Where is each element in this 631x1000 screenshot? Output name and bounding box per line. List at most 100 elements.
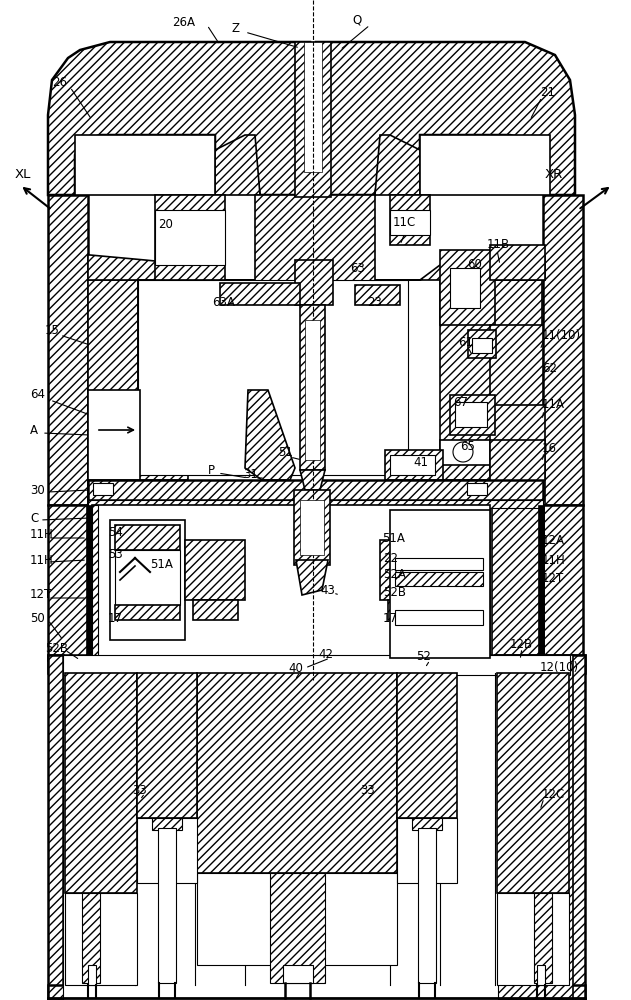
Bar bbox=[390, 455, 435, 475]
Polygon shape bbox=[296, 560, 328, 595]
Text: 26: 26 bbox=[52, 76, 67, 89]
Bar bbox=[537, 965, 545, 985]
Text: 30: 30 bbox=[30, 484, 45, 496]
Bar bbox=[86, 505, 92, 660]
Text: A: A bbox=[30, 424, 38, 436]
Bar bbox=[138, 280, 188, 480]
Text: 11(10): 11(10) bbox=[542, 328, 581, 342]
Bar bbox=[295, 260, 333, 305]
Bar bbox=[305, 320, 320, 460]
Bar bbox=[490, 440, 545, 505]
Bar bbox=[63, 655, 570, 675]
Text: 12(10): 12(10) bbox=[540, 662, 579, 674]
Text: 16: 16 bbox=[542, 442, 557, 454]
Bar bbox=[420, 135, 550, 195]
Bar bbox=[490, 325, 543, 410]
Bar bbox=[468, 330, 496, 358]
Polygon shape bbox=[88, 255, 545, 280]
Text: 33: 33 bbox=[360, 784, 375, 796]
Bar bbox=[295, 42, 331, 197]
Bar bbox=[48, 655, 585, 673]
Bar bbox=[115, 550, 180, 605]
Text: XR: XR bbox=[545, 168, 563, 182]
Text: 67: 67 bbox=[453, 395, 468, 408]
Bar bbox=[48, 985, 585, 1000]
Text: 11H: 11H bbox=[542, 554, 566, 566]
Bar bbox=[395, 558, 483, 570]
Bar bbox=[115, 525, 180, 550]
Bar bbox=[110, 520, 185, 640]
Text: 65: 65 bbox=[460, 440, 475, 454]
Text: 51A: 51A bbox=[150, 558, 173, 572]
Text: 50: 50 bbox=[30, 611, 45, 624]
Bar bbox=[48, 655, 63, 1000]
Text: 17: 17 bbox=[108, 611, 123, 624]
Bar bbox=[82, 893, 100, 983]
Text: 26A: 26A bbox=[172, 15, 195, 28]
Text: 12B: 12B bbox=[510, 639, 533, 652]
Polygon shape bbox=[245, 390, 295, 480]
Bar bbox=[397, 818, 457, 883]
Bar bbox=[497, 893, 569, 985]
Bar bbox=[65, 673, 137, 893]
Text: 11B: 11B bbox=[487, 238, 510, 251]
Bar bbox=[450, 268, 480, 308]
Text: 53: 53 bbox=[108, 548, 123, 562]
Text: 11C: 11C bbox=[393, 216, 416, 229]
Bar bbox=[472, 338, 492, 353]
Text: 63A: 63A bbox=[212, 296, 235, 308]
Bar bbox=[48, 195, 88, 505]
Bar bbox=[220, 283, 300, 305]
Bar bbox=[380, 540, 440, 600]
Polygon shape bbox=[215, 135, 420, 195]
Bar bbox=[137, 818, 197, 883]
Text: 52B: 52B bbox=[383, 586, 406, 599]
Text: 11H: 11H bbox=[30, 528, 54, 542]
Bar bbox=[492, 280, 542, 505]
Text: 17: 17 bbox=[383, 611, 398, 624]
Text: C: C bbox=[30, 512, 38, 524]
Text: 33: 33 bbox=[132, 784, 147, 796]
Bar bbox=[543, 505, 583, 660]
Text: XL: XL bbox=[15, 168, 32, 182]
Bar bbox=[543, 195, 583, 505]
Bar bbox=[115, 605, 180, 620]
Text: 62: 62 bbox=[542, 361, 557, 374]
Text: 51A: 51A bbox=[382, 532, 405, 544]
Text: 52A: 52A bbox=[383, 568, 406, 582]
Bar bbox=[185, 540, 245, 600]
Bar bbox=[497, 673, 569, 893]
Bar bbox=[395, 572, 483, 586]
Bar bbox=[283, 965, 313, 983]
Bar bbox=[440, 280, 492, 480]
Bar bbox=[492, 505, 544, 660]
Text: 21: 21 bbox=[540, 86, 555, 99]
Text: 54: 54 bbox=[108, 526, 123, 538]
Bar bbox=[538, 505, 544, 660]
Text: 61: 61 bbox=[458, 336, 473, 349]
Bar bbox=[92, 505, 98, 660]
Bar bbox=[270, 873, 325, 983]
Text: 63: 63 bbox=[350, 261, 365, 274]
Text: 43: 43 bbox=[320, 584, 335, 596]
Text: 12T: 12T bbox=[30, 588, 52, 601]
Bar bbox=[440, 250, 495, 325]
Bar bbox=[385, 450, 443, 480]
Bar bbox=[304, 42, 322, 172]
Text: 60: 60 bbox=[467, 258, 482, 271]
Bar bbox=[294, 490, 330, 565]
Text: 11H: 11H bbox=[30, 554, 54, 566]
Text: 12A: 12A bbox=[542, 534, 565, 546]
Polygon shape bbox=[300, 470, 325, 490]
Bar bbox=[197, 873, 397, 965]
Bar bbox=[193, 600, 238, 620]
Bar bbox=[490, 245, 545, 280]
Bar bbox=[300, 305, 325, 470]
Bar bbox=[390, 510, 490, 658]
Bar bbox=[300, 500, 324, 555]
Bar bbox=[197, 673, 397, 873]
Text: 12T: 12T bbox=[542, 572, 564, 584]
Text: 20: 20 bbox=[158, 219, 173, 232]
Bar bbox=[455, 402, 487, 427]
Bar bbox=[490, 405, 545, 480]
